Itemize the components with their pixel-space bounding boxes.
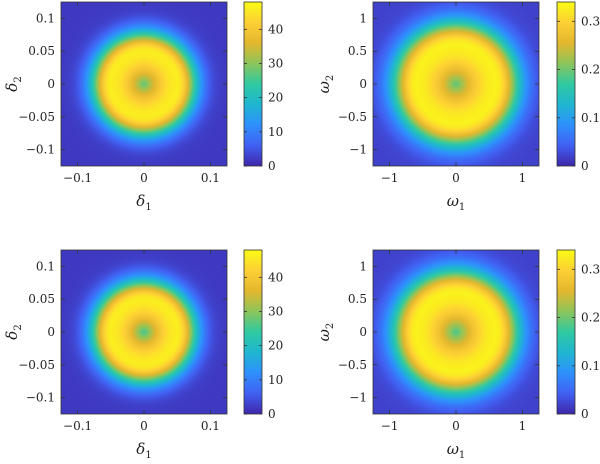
colorbar-tick-label: 0.1 xyxy=(581,111,600,125)
y-axis-label: ω2 xyxy=(315,75,336,94)
colorbar-tick-label: 40 xyxy=(268,270,283,284)
colorbar: 0 0.1 0.2 0.3 xyxy=(556,249,600,421)
y-tick-label: −1 xyxy=(349,391,367,405)
x-tick-label: 0.1 xyxy=(201,171,220,185)
y-axis-label: δ2 xyxy=(3,324,24,339)
heatmap-image xyxy=(61,2,227,166)
y-tick-label: 0.05 xyxy=(28,44,55,58)
x-axis-label: δ1 xyxy=(136,440,151,461)
colorbar: 0 10 20 30 40 xyxy=(243,249,283,421)
colorbar-gradient xyxy=(243,249,263,415)
y-tick-label: 0 xyxy=(47,325,55,339)
y-tick-label: −0.5 xyxy=(338,110,367,124)
colorbar-tick-label: 20 xyxy=(268,91,283,105)
y-tick-label: −0.05 xyxy=(18,110,55,124)
x-tick-label: 0 xyxy=(140,171,148,185)
y-tick-label: 0.05 xyxy=(28,292,55,306)
colorbar-tick-label: 0 xyxy=(581,159,589,173)
x-tick-label: 1 xyxy=(519,419,527,433)
colorbar-tick-label: 0.3 xyxy=(581,262,600,276)
colorbar-tick-label: 0.2 xyxy=(581,311,600,325)
y-tick-label: −0.1 xyxy=(26,391,55,405)
heatmap-panel-2: −1 0 1 −1 −0.5 0 0.5 1 ω1 ω2 0 0.1 0.2 0.3 xyxy=(315,1,600,213)
colorbar-gradient xyxy=(556,1,576,167)
x-tick-label: −0.1 xyxy=(63,419,92,433)
heatmap-panel-1: −0.1 0 0.1 −0.1 −0.05 0 0.05 0.1 δ1 δ2 0 10 20 30 40 xyxy=(3,1,283,213)
x-tick-label: 0 xyxy=(452,171,460,185)
x-tick-label: −1 xyxy=(381,419,399,433)
colorbar-tick-label: 10 xyxy=(268,373,283,387)
x-tick-label: 0.1 xyxy=(201,419,220,433)
heatmap-image xyxy=(373,250,539,414)
y-tick-label: −1 xyxy=(349,143,367,157)
heatmap-image xyxy=(373,2,539,166)
colorbar-tick-label: 0 xyxy=(581,407,589,421)
colorbar-gradient xyxy=(556,249,576,415)
colorbar-tick-label: 30 xyxy=(268,57,283,71)
colorbar-tick-label: 0.3 xyxy=(581,14,600,28)
x-tick-label: −1 xyxy=(381,171,399,185)
y-tick-label: 0 xyxy=(359,325,367,339)
y-tick-label: −0.1 xyxy=(26,143,55,157)
x-tick-label: −0.1 xyxy=(63,171,92,185)
colorbar-tick-label: 0.2 xyxy=(581,63,600,77)
x-tick-label: 1 xyxy=(519,171,527,185)
y-tick-label: 1 xyxy=(359,259,367,273)
x-tick-label: 0 xyxy=(452,419,460,433)
y-tick-label: 0.1 xyxy=(36,259,55,273)
heatmap-panel-3: −0.1 0 0.1 −0.1 −0.05 0 0.05 0.1 δ1 δ2 0 10 20 30 40 xyxy=(3,249,283,461)
colorbar-gradient xyxy=(243,1,263,167)
y-tick-label: −0.5 xyxy=(338,358,367,372)
y-tick-label: 0.5 xyxy=(348,292,367,306)
y-axis-label: ω2 xyxy=(315,323,336,342)
x-tick-label: 0 xyxy=(140,419,148,433)
y-tick-label: −0.05 xyxy=(18,358,55,372)
colorbar-tick-label: 0 xyxy=(268,159,276,173)
y-tick-label: 0 xyxy=(47,77,55,91)
x-axis-label: ω1 xyxy=(447,440,466,461)
colorbar-tick-label: 0.1 xyxy=(581,359,600,373)
y-tick-label: 0 xyxy=(359,77,367,91)
colorbar-tick-label: 40 xyxy=(268,22,283,36)
colorbar-tick-label: 20 xyxy=(268,339,283,353)
heatmap-image xyxy=(61,250,227,414)
colorbar: 0 0.1 0.2 0.3 xyxy=(556,1,600,173)
colorbar-tick-label: 10 xyxy=(268,125,283,139)
y-tick-label: 0.1 xyxy=(36,11,55,25)
y-tick-label: 0.5 xyxy=(348,44,367,58)
y-tick-label: 1 xyxy=(359,11,367,25)
x-axis-label: δ1 xyxy=(136,192,151,213)
colorbar-tick-label: 30 xyxy=(268,305,283,319)
colorbar: 0 10 20 30 40 xyxy=(243,1,283,173)
heatmap-panel-4: −1 0 1 −1 −0.5 0 0.5 1 ω1 ω2 0 0.1 0.2 0.3 xyxy=(315,249,600,461)
y-axis-label: δ2 xyxy=(3,76,24,91)
x-axis-label: ω1 xyxy=(447,192,466,213)
colorbar-tick-label: 0 xyxy=(268,407,276,421)
